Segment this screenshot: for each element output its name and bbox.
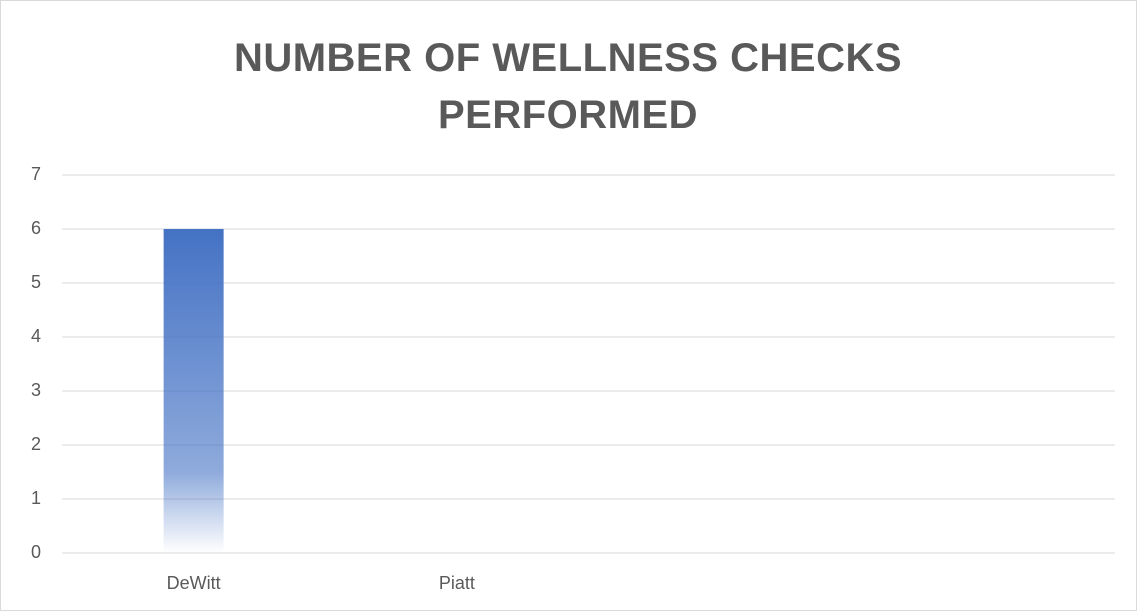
y-tick-label: 1 bbox=[31, 488, 41, 508]
y-tick-label: 6 bbox=[31, 218, 41, 238]
y-tick-label: 2 bbox=[31, 434, 41, 454]
y-tick-label: 4 bbox=[31, 326, 41, 346]
y-tick-label: 5 bbox=[31, 272, 41, 292]
x-tick-label: DeWitt bbox=[167, 573, 221, 593]
y-tick-label: 0 bbox=[31, 542, 41, 562]
chart-title: NUMBER OF WELLNESS CHECKS PERFORMED bbox=[233, 36, 903, 137]
bar bbox=[163, 229, 224, 553]
x-tick-label: Piatt bbox=[439, 573, 475, 593]
y-tick-label: 7 bbox=[31, 164, 41, 184]
y-tick-label: 3 bbox=[31, 380, 41, 400]
